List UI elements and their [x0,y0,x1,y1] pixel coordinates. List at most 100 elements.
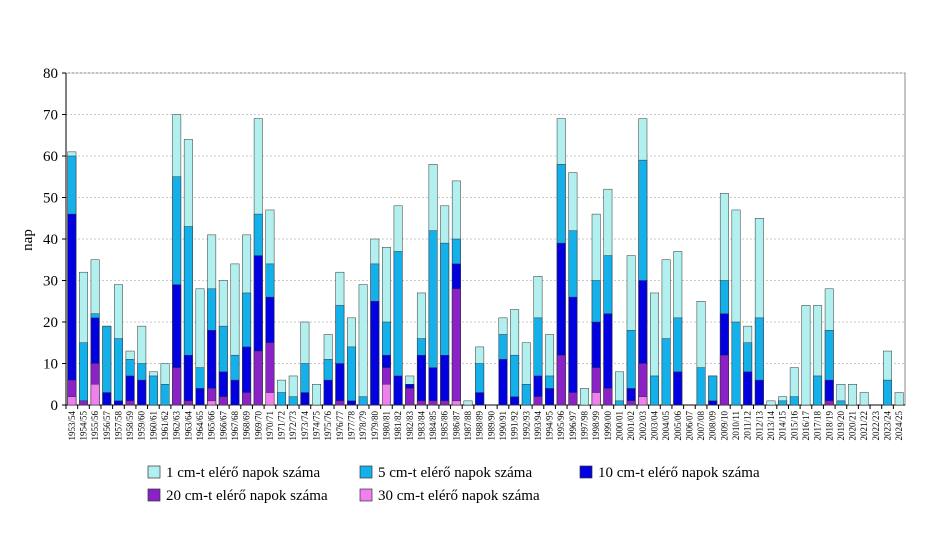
x-tick-label: 2004/05 [661,411,671,441]
x-tick-label: 1970/71 [265,411,275,441]
bar [836,400,846,406]
x-tick-label: 1964/65 [195,411,205,441]
x-tick-label: 1977/78 [346,411,356,441]
bar [824,400,834,406]
x-tick-label: 1971/72 [277,411,287,441]
bar [766,400,776,406]
bar [323,379,333,406]
legend-label: 5 cm-t elérő napok száma [378,465,532,481]
bar [813,375,823,406]
x-tick-label: 1996/97 [568,411,578,441]
bar [79,342,88,406]
x-tick-label: 2010/11 [731,411,741,440]
x-tick-label: 1978/79 [358,411,368,441]
x-tick-label: 1962/63 [172,411,182,441]
x-tick-label: 1998/99 [591,411,601,441]
x-tick-label: 2015/16 [789,411,799,441]
legend-swatch [147,465,161,479]
legend-label: 30 cm-t elérő napok száma [378,488,540,504]
bar [568,392,578,406]
x-tick-label: 2016/17 [801,411,811,441]
x-tick-label: 1953/54 [67,411,77,441]
x-tick-label: 2019/20 [836,411,846,441]
x-tick-label: 2002/03 [638,411,648,441]
bar [207,400,217,406]
y-tick-label: 70 [43,108,58,124]
bar [521,384,531,406]
bar [172,367,182,406]
x-tick-label: 2009/10 [719,411,729,441]
x-tick-label: 2007/08 [696,411,706,441]
bar [370,301,380,406]
bar [218,396,228,406]
x-tick-label: 2014/15 [778,411,788,441]
bar [253,350,263,406]
bar [405,388,415,406]
x-tick-label: 1965/66 [207,411,217,441]
bar [90,384,100,406]
bar [451,288,461,406]
x-tick-label: 1993/94 [533,411,543,441]
bar [113,338,123,406]
bar [848,384,858,406]
x-tick-label: 1969/70 [253,411,263,441]
x-tick-label: 2012/13 [754,411,764,441]
x-tick-label: 1968/69 [242,411,252,441]
bar [708,400,718,406]
bar [125,400,135,406]
bar [347,400,356,406]
legend-label: 1 cm-t elérő napok száma [166,465,320,481]
bar [580,388,589,406]
x-tick-label: 1960/61 [148,411,158,441]
bar [801,305,811,406]
bar [731,321,741,406]
bar [591,392,601,406]
legend-swatch [359,465,373,479]
legend-label: 10 cm-t elérő napok száma [598,465,760,481]
bar [358,284,368,406]
plot-area [65,72,906,406]
x-tick-label: 1989/90 [486,411,496,441]
x-tick-label: 2020/21 [848,411,858,441]
x-tick-label: 1973/74 [300,411,310,441]
x-tick-label: 2006/07 [684,411,694,441]
x-tick-label: 1957/58 [113,411,123,441]
x-tick-label: 1997/98 [580,411,590,441]
bar [545,388,555,406]
bar [79,400,88,406]
x-tick-label: 1988/89 [475,411,485,441]
y-tick-label: 60 [43,149,58,165]
x-tick-label: 1995/96 [556,411,566,441]
bar [67,396,77,406]
x-tick-label: 1990/91 [498,411,508,441]
x-tick-label: 1992/93 [521,411,531,441]
bar [498,359,508,406]
x-tick-label: 1961/62 [160,411,170,441]
bar [743,371,753,406]
bar [195,388,205,406]
bar [265,392,275,406]
x-tick-label: 1981/82 [393,411,403,441]
legend-swatch [147,488,161,502]
x-tick-label: 2021/22 [859,411,869,441]
x-tick-label: 1976/77 [335,411,345,441]
x-tick-label: 1954/55 [78,411,88,441]
bar [183,354,193,406]
y-axis-title: nap [20,229,36,251]
bar [859,392,869,406]
bar [510,396,520,406]
x-tick-label: 2005/06 [673,411,683,441]
y-tick-label: 0 [51,398,59,414]
bar [533,396,543,406]
x-tick-label: 1959/60 [137,411,147,441]
bar [754,379,764,406]
bar [416,354,426,406]
bar [335,400,345,406]
y-tick-label: 20 [43,315,58,331]
legend-label: 20 cm-t elérő napok száma [166,488,328,504]
bar [300,392,310,406]
x-tick-label: 1984/85 [428,411,438,441]
bar [428,400,438,406]
bar [638,396,648,406]
